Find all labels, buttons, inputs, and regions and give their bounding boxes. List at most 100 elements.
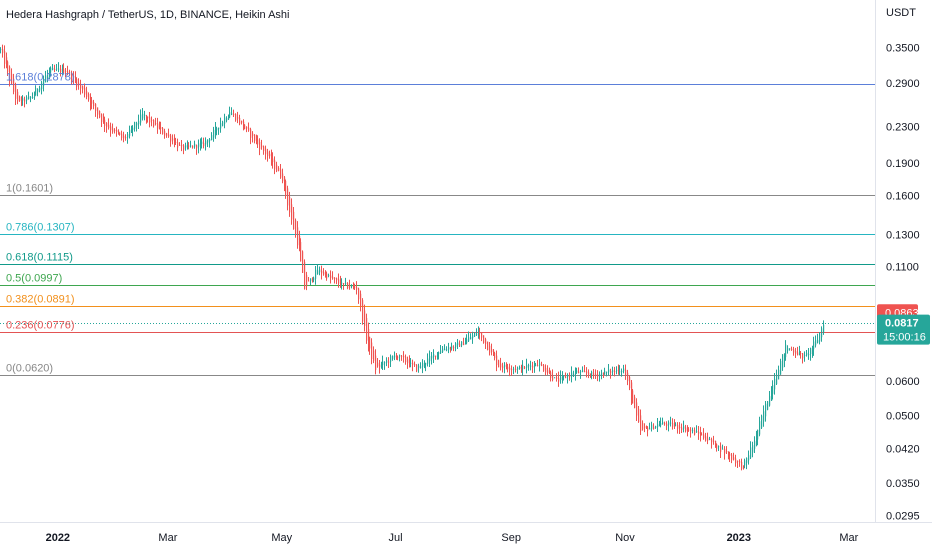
candle-body [619,371,621,373]
candle-body [651,424,653,429]
fib-label: 0.382(0.0891) [6,294,75,306]
candle-body [394,355,396,358]
candle-body [399,354,401,357]
candle-body [317,270,319,275]
fib-label: 0.618(0.1115) [6,252,73,264]
candle-body [330,275,332,278]
candle-body [43,79,45,86]
candle-body [515,368,517,371]
candle-body [590,373,592,377]
candle-body [606,371,608,373]
candle-body [7,61,9,73]
candle-body [808,354,810,356]
price-axis[interactable]: 0.3500 0.2900 0.2300 0.1900 0.1600 0.1300 0.11… [886,42,920,522]
candle-body [125,137,127,139]
candle-body [282,173,284,182]
candle-body [196,145,198,149]
candle-body [662,422,664,425]
candle-body [243,121,245,128]
candle-body [353,286,355,288]
candle-body [715,440,717,448]
candle-body [345,282,347,284]
candle-body [550,372,552,379]
candle-body [386,360,388,363]
candle-body [190,145,192,147]
heikin-ashi-candles [0,44,825,471]
candle-body [685,427,687,432]
candle-body [99,111,101,118]
time-tick-label: May [271,532,292,544]
candle-body [763,411,765,422]
candle-body [483,335,485,344]
candle-body [677,424,679,429]
candle-body [379,364,381,368]
candle-body [336,278,338,281]
candle-body [35,88,37,96]
time-axis[interactable]: 2022 Mar May Jul Sep Nov 2023 Mar [46,532,859,544]
candle-body [134,121,136,129]
candle-body [368,329,370,345]
candle-body [629,376,631,389]
candle-body [517,367,519,370]
candle-body [558,378,560,382]
candle-body [39,87,41,91]
candle-body [812,347,814,352]
candle-body [392,355,394,359]
candle-body [496,355,498,366]
candle-body [78,82,80,86]
candle-body [177,142,179,148]
candle-body [271,154,273,163]
candle-body [649,428,651,430]
candle-body [646,427,648,429]
candle-body [295,220,297,235]
candle-body [341,282,343,284]
candle-body [21,98,23,103]
candle-body [554,377,556,379]
candle-body [377,362,379,367]
time-tick-label: Mar [839,532,858,544]
candle-body [537,365,539,367]
price-tick-label: 0.2900 [886,78,920,90]
candle-body [218,127,220,130]
candle-body [791,348,793,351]
candle-body [636,402,638,416]
candle-body [52,67,54,71]
candle-body [300,242,302,262]
candle-body [610,370,612,373]
candle-body [75,76,77,82]
candle-body [500,363,502,368]
candle-body [265,148,267,155]
candle-body [289,196,291,213]
candle-body [731,454,733,460]
candle-body [259,141,261,150]
candle-body [455,343,457,348]
candle-body [73,76,75,78]
candle-body [358,288,360,300]
candle-body [351,285,353,287]
candle-body [272,158,274,163]
candle-body [543,365,545,371]
candle-body [817,339,819,343]
candle-body [746,457,748,463]
time-tick-label: Mar [158,532,177,544]
candle-body [599,374,601,376]
candle-body [174,139,176,145]
candle-body [343,283,345,285]
candle-body [549,371,551,373]
candle-body [132,127,134,131]
candle-body [203,142,205,147]
candle-body [287,188,289,206]
candle-body [356,287,358,290]
candle-body [261,145,263,148]
candle-body [188,145,190,147]
candle-body [185,145,187,148]
candle-body [804,354,806,356]
candle-body [521,367,523,371]
candle-body [535,364,537,366]
candle-body [228,115,230,120]
candle-body [166,133,168,136]
candle-body [687,429,689,431]
candle-body [140,114,142,123]
